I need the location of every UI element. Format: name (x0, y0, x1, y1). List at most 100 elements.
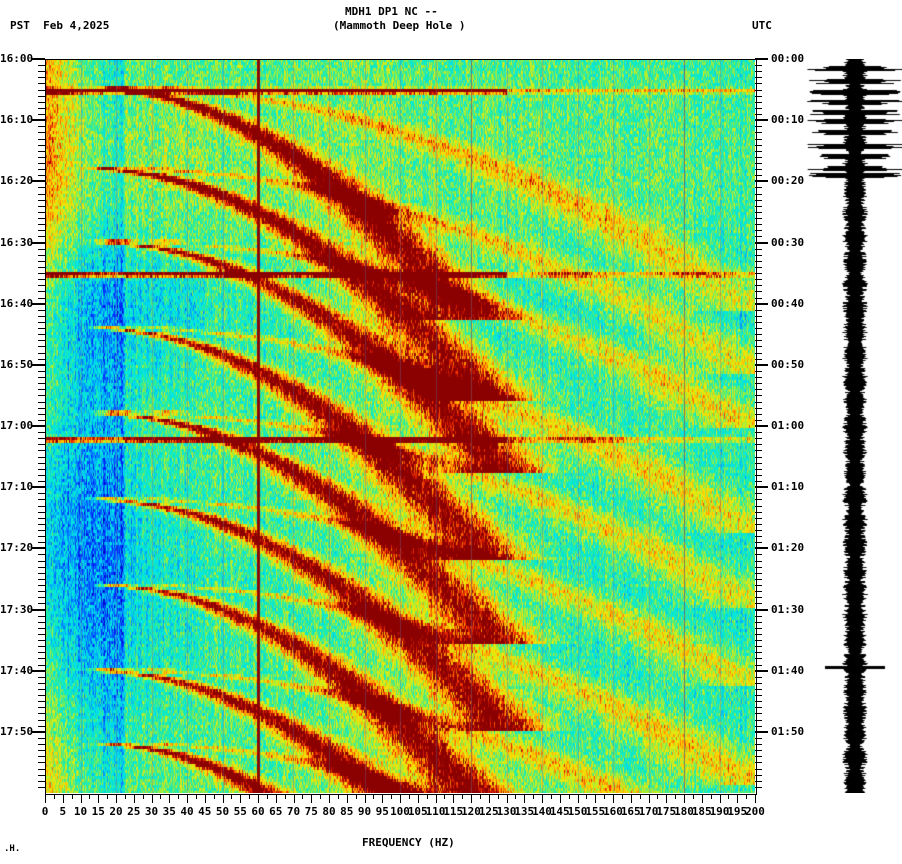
time-tick-minor-right (755, 572, 762, 574)
freq-label: 80 (322, 805, 336, 818)
time-tick-minor-right (755, 260, 762, 262)
time-tick-minor-right (755, 462, 762, 464)
freq-tick-minor (657, 794, 659, 799)
time-tick-minor-right (755, 633, 762, 635)
freq-label: 120 (461, 805, 481, 818)
time-tick-major-left (32, 363, 45, 366)
time-tick-minor-right (755, 162, 762, 164)
time-tick-minor-right (755, 370, 762, 372)
time-tick-minor-left (38, 199, 45, 201)
time-tick-minor-left (38, 493, 45, 495)
time-tick-minor-left (38, 340, 45, 342)
time-tick-minor-left (38, 450, 45, 452)
spectrogram-plot[interactable] (45, 59, 755, 793)
time-tick-minor-right (755, 377, 762, 379)
time-tick-minor-left (38, 144, 45, 146)
time-tick-minor-left (38, 315, 45, 317)
time-tick-minor-right (755, 401, 762, 403)
time-tick-minor-left (38, 132, 45, 134)
freq-label: 75 (304, 805, 318, 818)
time-tick-major-right (755, 363, 768, 366)
time-label-left: 16:50 (0, 357, 34, 371)
freq-label: 35 (162, 805, 176, 818)
freq-tick-minor (355, 794, 357, 799)
freq-label: 150 (567, 805, 588, 818)
time-tick-minor-left (38, 640, 45, 642)
time-tick-minor-right (755, 89, 762, 91)
freq-tick-minor (462, 794, 464, 799)
time-tick-minor-right (755, 107, 762, 109)
time-tick-minor-left (38, 676, 45, 678)
time-tick-minor-right (755, 444, 762, 446)
freq-tick-minor (320, 794, 322, 799)
time-tick-minor-left (38, 101, 45, 103)
time-tick-minor-right (755, 707, 762, 709)
time-tick-minor-left (38, 370, 45, 372)
freq-label: 165 (620, 805, 641, 818)
freq-tick (506, 794, 508, 803)
time-tick-minor-left (38, 65, 45, 67)
freq-tick (364, 794, 366, 803)
time-tick-minor-left (38, 328, 45, 330)
time-tick-minor-right (755, 585, 762, 587)
time-tick-major-right (755, 302, 768, 305)
freq-tick-minor (692, 794, 694, 799)
time-tick-minor-right (755, 719, 762, 721)
seismogram-trace[interactable] (800, 59, 902, 793)
freq-label: 105 (407, 805, 428, 818)
freq-tick-minor (337, 794, 339, 799)
freq-tick-minor (71, 794, 73, 799)
time-tick-minor-left (38, 713, 45, 715)
time-tick-minor-right (755, 254, 762, 256)
time-tick-minor-left (38, 505, 45, 507)
time-tick-major-right (755, 425, 768, 427)
freq-label: 115 (443, 805, 464, 818)
freq-tick-minor (675, 794, 677, 799)
time-tick-minor-left (38, 615, 45, 617)
time-tick-minor-left (38, 658, 45, 660)
time-tick-minor-right (755, 505, 762, 507)
freq-label: 195 (727, 805, 748, 818)
freq-tick-minor (444, 794, 446, 799)
time-tick-minor-left (38, 554, 45, 556)
time-tick-minor-right (755, 468, 762, 470)
utc-label: UTC (752, 19, 772, 32)
freq-tick (435, 794, 437, 803)
time-tick-minor-left (38, 481, 45, 483)
time-tick-major-left (32, 669, 45, 672)
freq-tick-minor (568, 794, 570, 799)
time-tick-minor-right (755, 187, 762, 189)
time-label-left: 17:50 (0, 724, 34, 738)
time-label-left: 17:00 (0, 419, 34, 432)
time-tick-minor-right (755, 536, 762, 538)
time-tick-minor-right (755, 297, 762, 299)
time-tick-minor-right (755, 205, 762, 207)
freq-tick (329, 794, 330, 803)
time-tick-minor-left (38, 585, 45, 587)
freq-tick (98, 794, 100, 803)
time-label-left: 17:10 (0, 480, 34, 494)
freq-label: 200 (745, 805, 765, 818)
time-tick-minor-right (755, 499, 762, 501)
spectrogram-canvas[interactable] (45, 59, 755, 793)
time-tick-major-right (755, 241, 768, 244)
time-tick-minor-left (38, 169, 45, 171)
seismogram-canvas[interactable] (800, 59, 902, 793)
time-tick-minor-left (38, 499, 45, 501)
time-label-right: 00:50 (771, 357, 805, 371)
time-tick-minor-left (38, 536, 45, 538)
time-tick-minor-right (755, 529, 762, 531)
freq-tick-minor (586, 794, 588, 799)
time-tick-minor-right (755, 664, 762, 666)
freq-tick-minor (391, 794, 393, 799)
time-tick-minor-right (755, 358, 762, 360)
freq-label: 30 (144, 805, 159, 818)
time-tick-minor-left (38, 346, 45, 348)
time-tick-minor-left (38, 83, 45, 85)
time-tick-major-left (32, 241, 45, 244)
time-tick-minor-right (755, 566, 762, 568)
freq-tick (116, 794, 117, 803)
freq-label: 25 (127, 805, 141, 818)
time-tick-minor-right (755, 65, 762, 67)
time-tick-minor-right (755, 725, 762, 727)
